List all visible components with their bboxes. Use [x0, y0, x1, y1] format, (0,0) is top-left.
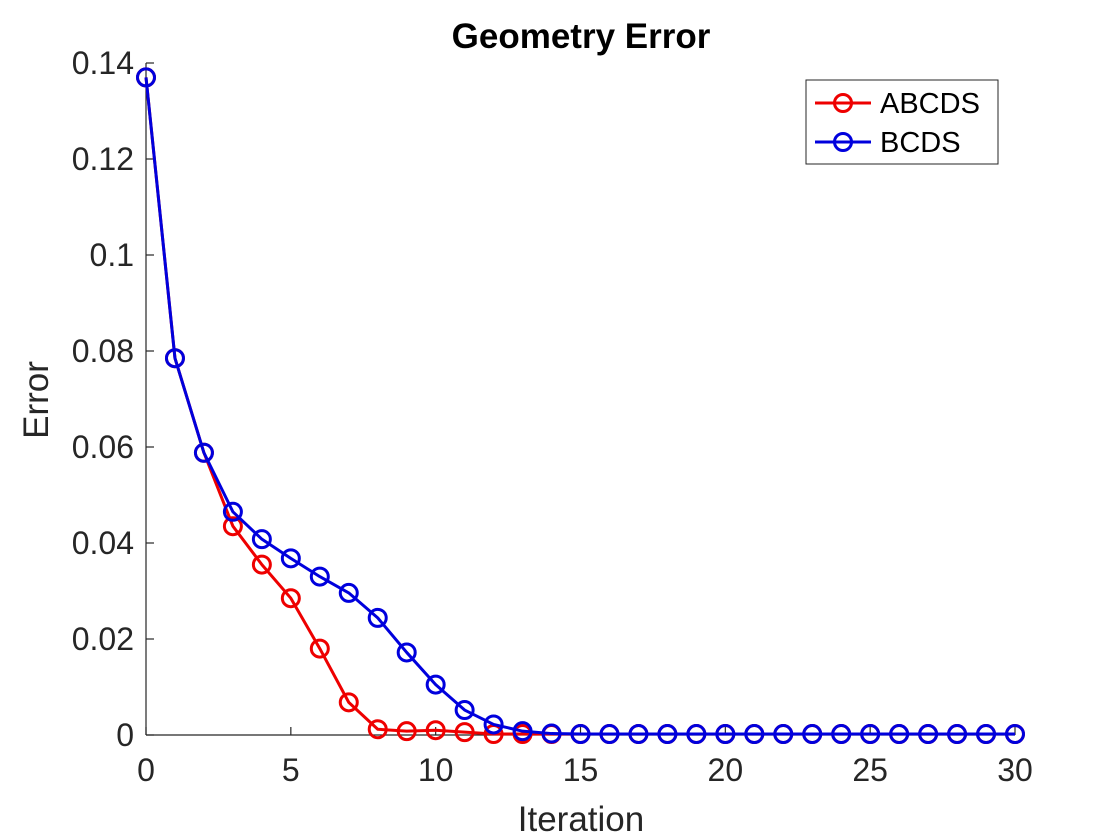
x-tick-label: 20 [708, 752, 744, 788]
x-tick-label: 30 [997, 752, 1033, 788]
data-point-bcds [773, 724, 794, 745]
data-point-abcds [222, 516, 243, 537]
x-tick-label: 5 [282, 752, 300, 788]
data-point-bcds [309, 566, 330, 587]
data-point-abcds [425, 720, 446, 741]
legend-marker-abcds [833, 93, 853, 113]
data-point-bcds [744, 724, 765, 745]
y-tick-label: 0.1 [90, 237, 134, 273]
y-tick-label: 0.12 [72, 141, 134, 177]
data-point-bcds [541, 723, 562, 744]
data-point-bcds [164, 348, 185, 369]
series-bcds [136, 67, 1025, 745]
y-tick-label: 0.04 [72, 525, 134, 561]
data-point-bcds [280, 548, 301, 569]
plot-area: 0 5 10 15 20 25 30 0 0.02 0.04 0.06 0.08 0.1 0.12 0.14 [72, 45, 1033, 788]
data-point-abcds [338, 692, 359, 713]
data-point-bcds [570, 724, 591, 745]
data-point-bcds [483, 714, 504, 735]
data-point-abcds [367, 719, 388, 740]
y-tick-label: 0 [116, 717, 134, 753]
y-tick-label: 0.14 [72, 45, 134, 81]
x-axis-label: Iteration [518, 800, 644, 839]
data-point-bcds [367, 607, 388, 628]
data-point-bcds [976, 724, 997, 745]
data-point-bcds [889, 724, 910, 745]
x-tick-label: 15 [563, 752, 599, 788]
data-point-bcds [251, 529, 272, 550]
x-tick-label: 10 [418, 752, 454, 788]
x-tick-label: 0 [137, 752, 155, 788]
legend-label-bcds: BCDS [880, 127, 961, 159]
legend-label-abcds: ABCDS [880, 88, 980, 120]
data-point-bcds [454, 700, 475, 721]
data-point-abcds [309, 638, 330, 659]
data-point-abcds [280, 588, 301, 609]
data-point-bcds [136, 67, 156, 88]
data-point-bcds [831, 724, 852, 745]
data-point-bcds [1005, 724, 1025, 745]
series-abcds [136, 67, 1025, 745]
data-point-bcds [512, 721, 533, 742]
data-point-bcds [918, 724, 939, 745]
data-point-abcds [396, 721, 417, 742]
data-point-bcds [425, 674, 446, 695]
data-point-bcds [947, 724, 968, 745]
data-point-abcds [251, 554, 272, 575]
data-point-bcds [193, 442, 214, 463]
data-point-bcds [657, 724, 678, 745]
data-point-bcds [222, 501, 243, 522]
legend: ABCDS BCDS [805, 79, 999, 165]
y-tick-label: 0.08 [72, 333, 134, 369]
y-tick-label: 0.02 [72, 621, 134, 657]
data-point-bcds [860, 724, 881, 745]
legend-marker-bcds [833, 132, 853, 152]
y-axis-label: Error [17, 361, 56, 439]
data-point-bcds [686, 724, 707, 745]
data-point-bcds [802, 724, 823, 745]
data-point-bcds [628, 724, 649, 745]
y-tick-label: 0.06 [72, 429, 134, 465]
data-point-abcds [454, 722, 475, 743]
series-line-bcds [144, 77, 1015, 736]
series-line-abcds [144, 77, 1015, 736]
data-point-bcds [599, 724, 620, 745]
x-tick-label: 25 [852, 752, 888, 788]
data-point-bcds [396, 642, 417, 663]
data-point-bcds [715, 724, 736, 745]
data-point-bcds [338, 582, 359, 603]
chart-title: Geometry Error [452, 17, 711, 56]
